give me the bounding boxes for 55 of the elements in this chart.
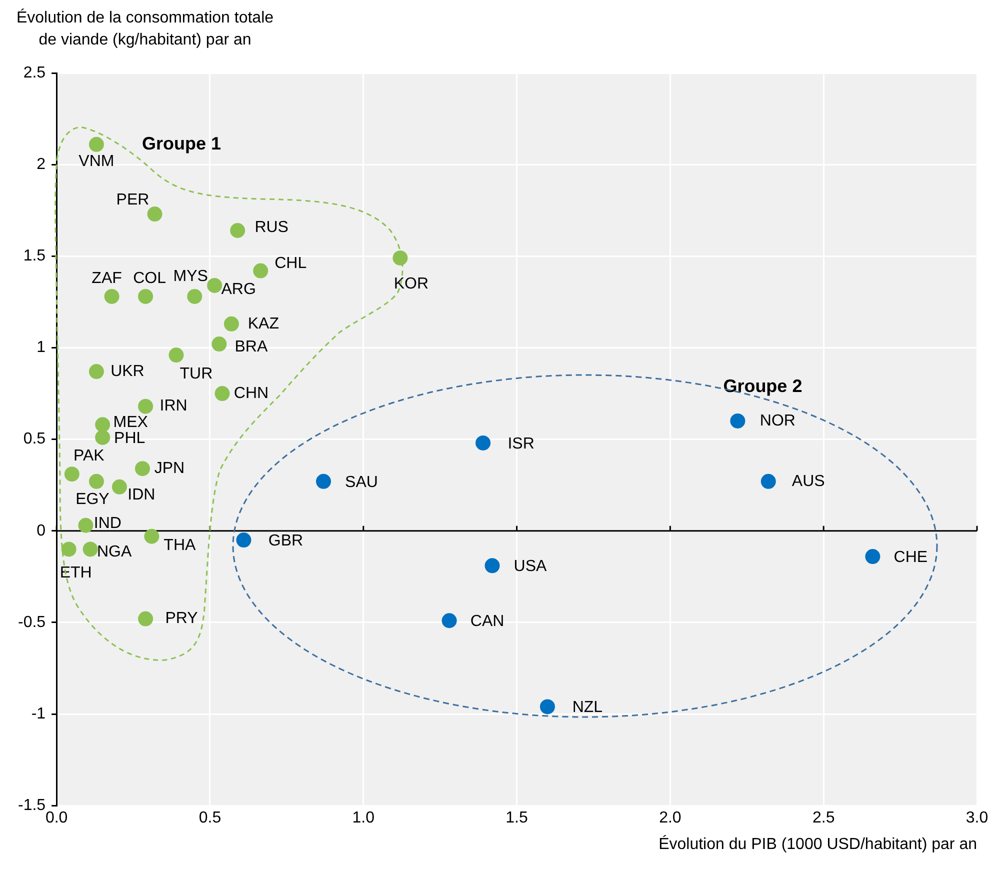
x-tick-label: 2.5	[812, 810, 835, 827]
x-tick-label: 2.0	[659, 810, 682, 827]
annotation: PAK	[73, 448, 105, 465]
annotation: IDN	[128, 486, 156, 504]
x-tick-label: 3.0	[966, 810, 988, 827]
annotation: CAN	[470, 613, 504, 630]
y-tick-label: -1.5	[18, 797, 46, 814]
annotation: SAU	[345, 474, 378, 491]
annotation: UKR	[110, 362, 144, 380]
annotation: NZL	[572, 699, 603, 716]
x-axis-title: Évolution du PIB (1000 USD/habitant) par an	[658, 834, 977, 853]
annotation: VNM	[78, 152, 114, 170]
text: Groupe 1	[142, 133, 221, 154]
annotation: CHL	[274, 255, 307, 272]
annotation: BRA	[234, 338, 268, 356]
y-tick-label: 2.5	[23, 64, 46, 82]
annotation: NOR	[760, 412, 796, 430]
annotation: PER	[116, 191, 150, 208]
annotation: EGY	[76, 490, 110, 508]
annotation: IND	[94, 514, 122, 532]
y-tick-label: 1.5	[23, 248, 46, 265]
annotation: PHL	[114, 430, 146, 447]
annotation: USA	[514, 558, 548, 576]
x-tick-label: 1.0	[352, 810, 375, 827]
annotation: RUS	[254, 218, 288, 236]
annotation: ISR	[508, 435, 534, 452]
x-tick-label: 1.5	[506, 810, 528, 827]
annotation: MEX	[113, 414, 148, 432]
annotation: NGA	[96, 544, 132, 561]
y-axis-title: Évolution de la consommation totale de viande (kg/habitant) par an	[16, 8, 274, 48]
annotation: CHN	[234, 384, 269, 402]
annotation: ETH	[60, 564, 92, 582]
annotation: COL	[133, 270, 166, 287]
annotation: JPN	[154, 460, 185, 478]
annotation: PRY	[165, 610, 198, 628]
annotation: THA	[164, 536, 196, 554]
x-tick-label: 0.0	[45, 810, 68, 827]
y-tick-label: -1	[31, 705, 46, 722]
annotation: TUR	[180, 365, 213, 382]
y-tick-label: -0.5	[18, 614, 46, 631]
y-tick-label: 0	[36, 522, 46, 540]
annotation: CHE	[894, 548, 928, 566]
annotation: KOR	[394, 275, 429, 292]
x-tick-label: 0.5	[198, 810, 222, 827]
annotation: AUS	[792, 472, 825, 490]
y-tick-label: 2	[36, 156, 46, 173]
annotation: GBR	[268, 532, 304, 550]
y-tick-label: 0.5	[23, 430, 46, 448]
series-label: Groupe 2	[723, 376, 802, 396]
annotation: KAZ	[248, 315, 280, 332]
y-tick-label: 1	[36, 339, 46, 356]
annotation: MYS	[173, 268, 208, 285]
annotation: ARG	[221, 280, 256, 298]
annotation: IRN	[160, 398, 188, 415]
annotation: ZAF	[92, 270, 122, 287]
